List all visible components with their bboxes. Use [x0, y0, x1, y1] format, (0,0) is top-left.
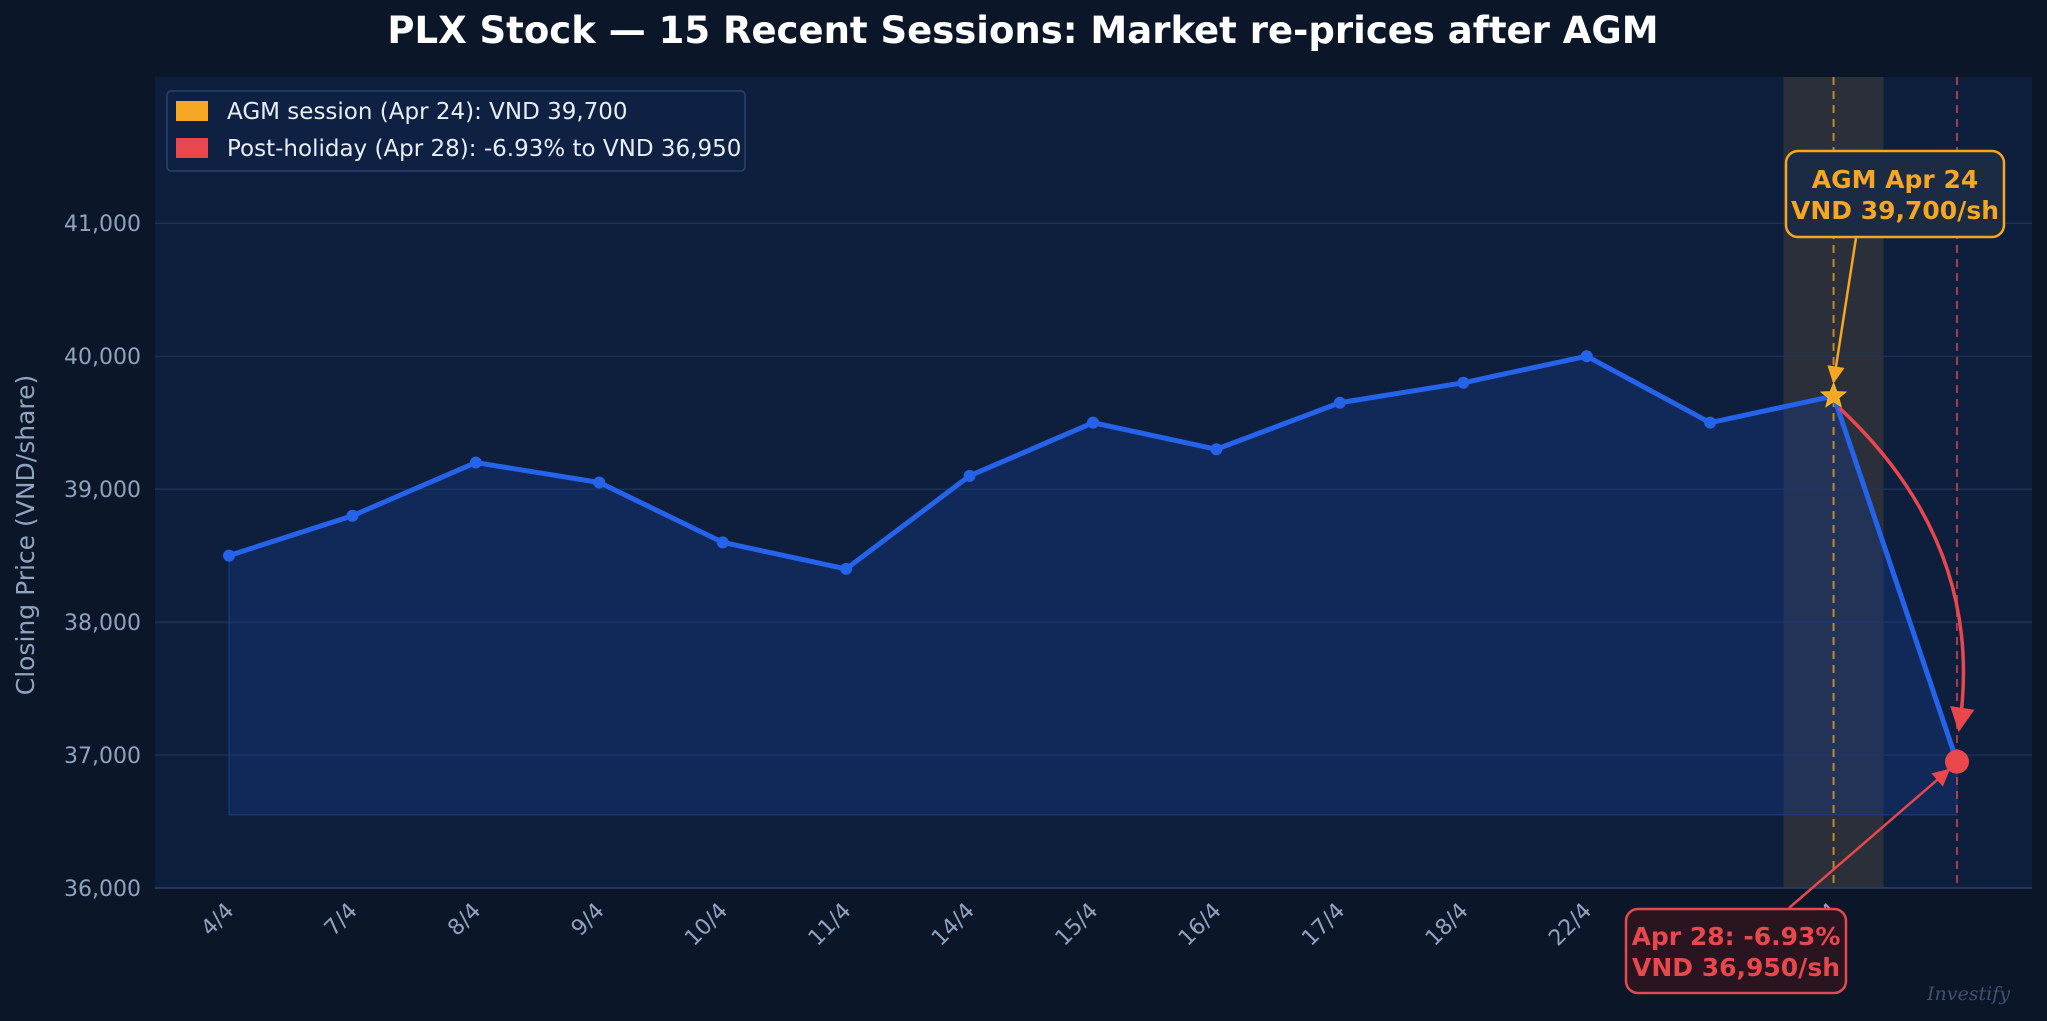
- price-point: [1087, 416, 1099, 429]
- y-tick-label: 41,000: [64, 212, 141, 237]
- post-holiday-annotation-text: VND 36,950/sh: [1632, 953, 1840, 982]
- legend-box: [166, 90, 746, 172]
- agm-annotation-box: [1784, 149, 2006, 239]
- price-point: [1457, 376, 1470, 389]
- y-tick-label: 36,000: [64, 877, 141, 902]
- legend: AGM session (Apr 24): VND 39,700 Post-hol…: [166, 90, 746, 172]
- y-tick-label: 39,000: [64, 478, 141, 503]
- drop-arrow: [1838, 406, 1975, 733]
- y-tick-label: 40,000: [64, 345, 141, 370]
- post-holiday-point: [1945, 749, 1969, 774]
- legend-label: AGM session (Apr 24): VND 39,700: [227, 99, 628, 125]
- post-holiday-annotation-text: Apr 28: -6.93%: [1632, 922, 1841, 951]
- y-tick-label: 37,000: [64, 744, 141, 769]
- legend-swatch: [176, 138, 208, 158]
- legend-swatch: [176, 101, 208, 121]
- price-point: [1580, 350, 1593, 363]
- legend-label: Post-holiday (Apr 28): -6.93% to VND 36,…: [227, 136, 741, 162]
- price-point: [593, 476, 606, 489]
- chart-title: PLX Stock — 15 Recent Sessions: Market r…: [387, 9, 1658, 52]
- price-point: [346, 509, 359, 522]
- y-tick-label: 38,000: [64, 611, 141, 636]
- agm-annotation-arrow: [1827, 237, 1858, 384]
- plot-background: [155, 77, 2032, 888]
- price-point: [223, 549, 235, 562]
- price-point: [963, 469, 976, 482]
- post-holiday-annotation-arrow: [1788, 768, 1951, 909]
- price-point: [469, 456, 482, 469]
- price-point: [716, 536, 729, 549]
- price-point: [1333, 396, 1346, 409]
- price-point: [1704, 416, 1717, 429]
- agm-annotation-text: VND 39,700/sh: [1791, 196, 1999, 225]
- watermark-text: Investify: [1926, 983, 2010, 1005]
- y-axis-label: Closing Price (VND/share): [11, 375, 40, 696]
- post-holiday-annotation-box: [1624, 907, 1848, 995]
- agm-star-point: [1819, 381, 1848, 408]
- price-point: [840, 562, 853, 575]
- price-point: [1210, 443, 1223, 456]
- agm-annotation-text: AGM Apr 24: [1812, 165, 1979, 194]
